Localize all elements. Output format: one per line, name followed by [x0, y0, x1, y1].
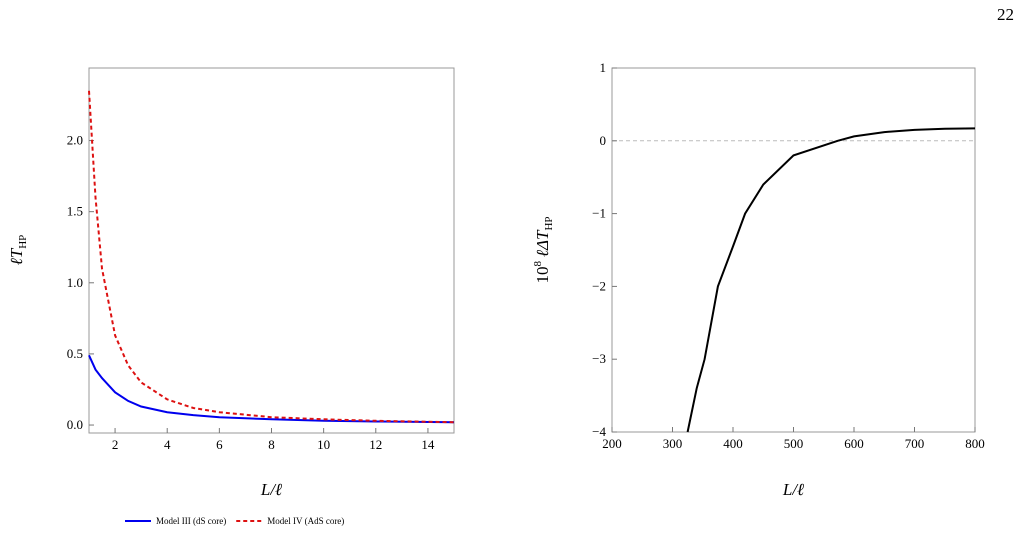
- y-axis-label: ℓTHP: [7, 235, 29, 266]
- x-tick-label: 8: [268, 437, 275, 452]
- series-line: [88, 354, 455, 424]
- x-axis-label: L/ℓ: [782, 480, 804, 499]
- x-tick-label: 12: [369, 437, 382, 452]
- y-tick-label: −1: [592, 206, 606, 221]
- x-tick-label: 700: [905, 436, 925, 451]
- x-axis-label-text: L/ℓ: [260, 480, 282, 499]
- y-label-exp: 8: [532, 261, 544, 267]
- x-tick-label: 800: [965, 436, 985, 451]
- series-line: [686, 127, 976, 433]
- x-tick-label: 10: [317, 437, 330, 452]
- x-tick-label: 14: [421, 437, 435, 452]
- y-tick-label: −3: [592, 351, 606, 366]
- y-label-sub: HP: [17, 235, 29, 249]
- y-label-base: 10: [533, 267, 552, 284]
- x-axis-label-text: L/ℓ: [782, 480, 804, 499]
- y-label-symbol: ℓΔT: [533, 229, 552, 257]
- y-tick-label: 1.0: [67, 275, 83, 290]
- y-tick-label: 1.5: [67, 204, 83, 219]
- x-tick-label: 2: [112, 437, 119, 452]
- legend-label: Model IV (AdS core): [267, 516, 344, 526]
- x-tick-label: 6: [216, 437, 223, 452]
- y-tick-label: 1: [600, 60, 607, 75]
- y-tick-label: 0.0: [67, 417, 83, 432]
- y-label-symbol: ℓT: [7, 247, 26, 265]
- y-tick-label: 2.0: [67, 133, 83, 148]
- y-axis-label: 108 ℓΔTHP: [532, 216, 555, 283]
- x-axis-label: L/ℓ: [260, 480, 282, 499]
- y-tick-label: 0: [600, 133, 607, 148]
- y-label-sub: HP: [543, 216, 555, 230]
- x-tick-label: 600: [844, 436, 864, 451]
- series-line: [88, 90, 455, 424]
- y-tick-label: 0.5: [67, 346, 83, 361]
- y-tick-label: −4: [592, 424, 606, 439]
- plot-frame: [88, 67, 455, 434]
- x-tick-label: 500: [784, 436, 804, 451]
- y-tick-label: −2: [592, 278, 606, 293]
- legend-label: Model III (dS core): [156, 516, 226, 526]
- page-number: 22: [997, 5, 1014, 24]
- x-tick-label: 300: [663, 436, 683, 451]
- x-tick-label: 400: [723, 436, 743, 451]
- x-tick-label: 4: [164, 437, 171, 452]
- plot-frame: [611, 67, 976, 433]
- x-tick-label: 200: [602, 436, 622, 451]
